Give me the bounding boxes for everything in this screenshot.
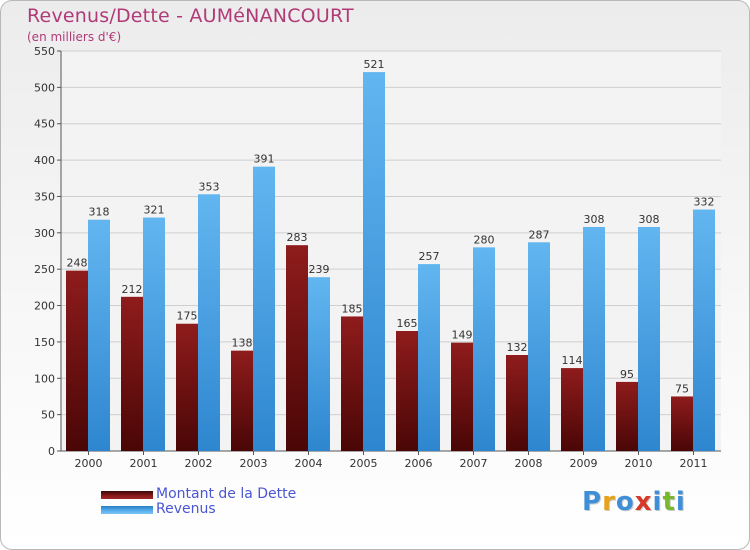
x-tick-label: 2011	[680, 457, 708, 470]
debt-value-label: 114	[562, 354, 583, 367]
debt-bar	[231, 350, 253, 451]
y-tick-label: 300	[34, 227, 55, 240]
y-tick-label: 350	[34, 190, 55, 203]
y-tick-label: 250	[34, 263, 55, 276]
debt-value-label: 132	[507, 341, 528, 354]
revenue-bar	[143, 217, 165, 451]
debt-bar	[396, 331, 418, 451]
revenue-bar	[88, 219, 110, 451]
revenue-bar	[528, 242, 550, 451]
debt-bar	[506, 355, 528, 451]
revenue-value-label: 332	[694, 196, 715, 209]
y-tick-label: 150	[34, 336, 55, 349]
logo-letter: t	[662, 487, 676, 517]
chart-subtitle: (en milliers d'€)	[27, 30, 122, 44]
revenue-value-label: 321	[144, 204, 165, 217]
x-tick-label: 2009	[570, 457, 598, 470]
y-tick-label: 450	[34, 118, 55, 131]
debt-bar	[286, 245, 308, 451]
x-tick-label: 2001	[130, 457, 158, 470]
x-tick-label: 2003	[240, 457, 268, 470]
revenue-bar	[363, 72, 385, 451]
debt-bar	[121, 296, 143, 451]
revenue-value-label: 308	[584, 213, 605, 226]
debt-value-label: 248	[67, 257, 88, 270]
revenue-value-label: 521	[364, 58, 385, 71]
revenue-value-label: 280	[474, 233, 495, 246]
debt-value-label: 175	[177, 310, 198, 323]
revenue-bar	[473, 247, 495, 451]
x-tick-label: 2005	[350, 457, 378, 470]
revenue-value-label: 318	[89, 206, 110, 219]
x-tick-label: 2008	[515, 457, 543, 470]
logo-letter: P	[582, 487, 603, 517]
logo-letter: i	[675, 487, 686, 517]
logo-letter: i	[652, 487, 663, 517]
revenue-value-label: 391	[254, 153, 275, 166]
y-tick-label: 400	[34, 154, 55, 167]
debt-value-label: 95	[620, 368, 634, 381]
revenue-value-label: 308	[639, 213, 660, 226]
logo-letter: x	[634, 487, 653, 517]
revenue-bar	[418, 264, 440, 451]
debt-bar	[616, 381, 638, 451]
debt-value-label: 138	[232, 337, 253, 350]
logo-letter: r	[602, 487, 616, 517]
debt-value-label: 75	[675, 382, 689, 395]
revenue-bar	[198, 194, 220, 452]
debt-bar	[561, 368, 583, 451]
debt-value-label: 165	[397, 317, 418, 330]
legend-swatch-revenue	[101, 506, 153, 514]
x-tick-label: 2006	[405, 457, 433, 470]
y-tick-label: 200	[34, 300, 55, 313]
debt-bar	[66, 270, 88, 451]
revenue-bar	[253, 166, 275, 452]
revenue-value-label: 287	[529, 228, 550, 241]
legend-label-debt: Montant de la Dette	[156, 486, 297, 502]
revenue-bar	[583, 227, 605, 451]
x-tick-label: 2002	[185, 457, 213, 470]
revenue-bar	[693, 209, 715, 451]
legend-label-revenue: Revenus	[156, 501, 216, 517]
debt-bar	[341, 316, 363, 451]
debt-bar	[451, 342, 473, 451]
x-tick-label: 2004	[295, 457, 323, 470]
x-tick-label: 2010	[625, 457, 653, 470]
x-tick-label: 2000	[75, 457, 103, 470]
y-tick-label: 550	[34, 45, 55, 58]
debt-value-label: 212	[122, 283, 143, 296]
debt-value-label: 283	[287, 231, 308, 244]
revenue-value-label: 353	[199, 180, 220, 193]
y-tick-label: 0	[48, 445, 55, 458]
legend-swatch-debt	[101, 491, 153, 499]
revenue-value-label: 239	[309, 263, 330, 276]
debt-bar	[176, 323, 198, 451]
chart-title: Revenus/Dette - AUMéNANCOURT	[27, 5, 354, 27]
x-tick-label: 2007	[460, 457, 488, 470]
y-tick-label: 500	[34, 81, 55, 94]
revenue-bar	[638, 227, 660, 451]
y-tick-label: 50	[41, 409, 55, 422]
proxiti-logo: Proxiti	[582, 487, 686, 517]
debt-bar	[671, 396, 693, 451]
y-tick-label: 100	[34, 372, 55, 385]
debt-value-label: 149	[452, 329, 473, 342]
revenue-value-label: 257	[419, 250, 440, 263]
revenue-bar	[308, 277, 330, 451]
debt-value-label: 185	[342, 302, 363, 315]
logo-letter: o	[615, 487, 635, 517]
plot-area	[61, 51, 721, 451]
